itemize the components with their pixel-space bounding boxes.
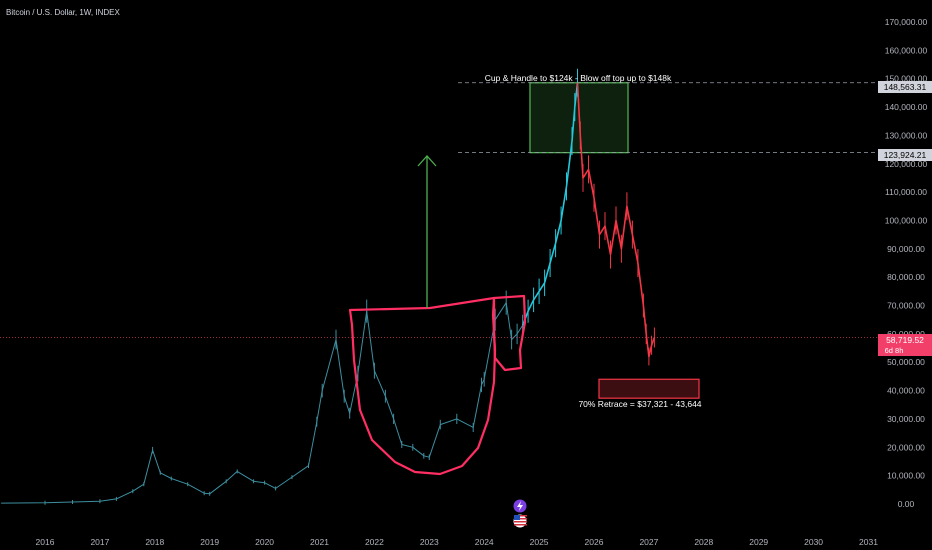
price-label-current-text: 58,719.52	[886, 335, 924, 345]
y-tick-label: 120,000.00	[885, 159, 928, 169]
drawing-shapes	[348, 155, 527, 476]
y-tick-label: 80,000.00	[887, 272, 925, 282]
y-tick-label: 20,000.00	[887, 442, 925, 452]
x-tick-label: 2020	[255, 537, 274, 547]
price-label-mid: 123,924.21	[878, 149, 932, 161]
y-tick-label: 130,000.00	[885, 130, 928, 140]
handle-outline[interactable]	[492, 294, 527, 372]
us-flag-icon[interactable]	[513, 514, 528, 528]
price-axis: 170,000.00 160,000.00 150,000.00 140,000.00…	[885, 17, 928, 509]
x-tick-label: 2028	[694, 537, 713, 547]
lightning-icon[interactable]	[513, 499, 527, 513]
price-label-current: 58,719.52 6d 8h	[878, 334, 932, 356]
x-tick-label: 2023	[420, 537, 439, 547]
x-tick-label: 2029	[749, 537, 768, 547]
x-tick-label: 2024	[475, 537, 494, 547]
cup-outline[interactable]	[348, 296, 497, 476]
x-tick-label: 2017	[90, 537, 109, 547]
price-levels	[0, 82, 878, 338]
x-tick-label: 2031	[859, 537, 878, 547]
countdown-text: 6d 8h	[885, 346, 904, 355]
y-tick-label: 50,000.00	[887, 357, 925, 367]
x-tick-label: 2018	[145, 537, 164, 547]
x-tick-label: 2021	[310, 537, 329, 547]
y-tick-label: 140,000.00	[885, 102, 928, 112]
y-tick-label: 60,000.00	[887, 329, 925, 339]
y-tick-label: 170,000.00	[885, 17, 928, 27]
y-tick-label: 110,000.00	[885, 187, 927, 197]
x-tick-label: 2030	[804, 537, 823, 547]
retrace-annotation[interactable]: 70% Retrace = $37,321 - 43,644	[578, 399, 701, 409]
x-tick-label: 2025	[530, 537, 549, 547]
price-label-mid-text: 123,924.21	[884, 150, 927, 160]
y-tick-label: 160,000.00	[885, 45, 928, 55]
time-axis: 2016 2017 2018 2019 2020 2021 2022 2023 2024 2025…	[36, 537, 879, 547]
y-tick-label: 0.00	[898, 499, 915, 509]
chart-series	[1, 68, 656, 505]
price-label-top: 148,563.31	[878, 81, 932, 93]
symbol-title[interactable]: Bitcoin / U.S. Dollar, 1W, INDEX	[6, 8, 120, 17]
y-tick-label: 100,000.00	[885, 215, 928, 225]
x-tick-label: 2016	[36, 537, 55, 547]
retrace-zone[interactable]	[598, 378, 700, 399]
y-tick-label: 40,000.00	[887, 386, 925, 396]
x-tick-label: 2026	[585, 537, 604, 547]
y-tick-label: 150,000.00	[885, 74, 928, 84]
price-label-top-text: 148,563.31	[884, 82, 927, 92]
cup-handle-annotation[interactable]: Cup & Handle to $124k - Blow off top up …	[485, 73, 672, 83]
target-arrow[interactable]	[417, 155, 437, 308]
series-line	[1, 302, 524, 504]
y-tick-label: 10,000.00	[887, 471, 925, 481]
y-tick-label: 30,000.00	[887, 414, 925, 424]
y-tick-label: 90,000.00	[887, 244, 925, 254]
x-tick-label: 2019	[200, 537, 219, 547]
y-tick-label: 70,000.00	[887, 301, 925, 311]
x-tick-label: 2022	[365, 537, 384, 547]
x-tick-label: 2027	[639, 537, 658, 547]
